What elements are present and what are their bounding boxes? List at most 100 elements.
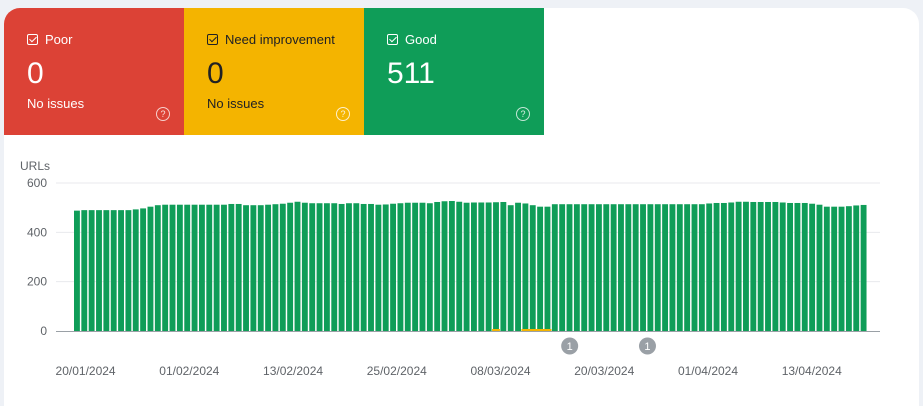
annotation-marker[interactable] (638, 337, 656, 355)
bar-good[interactable] (691, 204, 698, 331)
bar-good[interactable] (551, 204, 558, 331)
bar-good[interactable] (147, 206, 154, 331)
bar-good[interactable] (287, 202, 294, 331)
bar-good[interactable] (720, 202, 727, 331)
bar-good[interactable] (500, 201, 507, 331)
bar-good[interactable] (191, 204, 198, 331)
bar-good[interactable] (816, 204, 823, 331)
bar-good[interactable] (125, 210, 132, 331)
bar-good[interactable] (96, 210, 102, 331)
checkbox-checked-icon[interactable] (27, 34, 38, 45)
bar-need-improvement[interactable] (528, 329, 537, 331)
bar-good[interactable] (456, 201, 463, 331)
bar-good[interactable] (74, 210, 80, 331)
bar-good[interactable] (610, 204, 617, 331)
bar-good[interactable] (566, 204, 573, 331)
bar-good[interactable] (265, 204, 272, 331)
bar-good[interactable] (309, 203, 316, 331)
bar-good[interactable] (698, 204, 705, 331)
bar-good[interactable] (257, 205, 264, 331)
bar-good[interactable] (382, 204, 389, 331)
bar-good[interactable] (823, 206, 830, 331)
bar-good[interactable] (206, 204, 213, 331)
poor-filter[interactable]: Poor (27, 32, 72, 47)
bar-good[interactable] (581, 204, 588, 331)
bar-good[interactable] (750, 201, 757, 331)
good-tile[interactable]: Good 511 ? (364, 8, 544, 135)
bar-good[interactable] (426, 203, 433, 331)
bar-good[interactable] (735, 201, 742, 331)
bar-good[interactable] (632, 204, 639, 331)
bar-good[interactable] (368, 203, 374, 331)
bar-good[interactable] (213, 204, 220, 331)
bar-good[interactable] (654, 204, 661, 331)
bar-good[interactable] (728, 202, 735, 331)
poor-tile[interactable]: Poor 0 No issues ? (4, 8, 184, 135)
bar-good[interactable] (169, 204, 176, 331)
bar-good[interactable] (559, 204, 566, 331)
bar-need-improvement[interactable] (521, 329, 530, 331)
bar-good[interactable] (250, 205, 257, 331)
bar-good[interactable] (772, 201, 779, 331)
checkbox-checked-icon[interactable] (387, 34, 398, 45)
bar-good[interactable] (323, 203, 330, 331)
bar-good[interactable] (478, 202, 485, 331)
bar-need-improvement[interactable] (543, 329, 552, 331)
bar-good[interactable] (353, 203, 360, 331)
bar-good[interactable] (676, 204, 683, 331)
bar-good[interactable] (573, 204, 580, 331)
bar-good[interactable] (779, 202, 786, 331)
bar-good[interactable] (294, 201, 301, 331)
bar-good[interactable] (845, 206, 852, 331)
bar-good[interactable] (397, 203, 404, 331)
bar-good[interactable] (441, 201, 448, 331)
bar-good[interactable] (140, 208, 147, 331)
bar-good[interactable] (184, 204, 191, 331)
bar-good[interactable] (669, 204, 676, 331)
bar-good[interactable] (390, 203, 397, 331)
good-filter[interactable]: Good (387, 32, 437, 47)
bar-good[interactable] (88, 210, 95, 331)
bar-good[interactable] (221, 204, 227, 331)
bar-need-improvement[interactable] (492, 329, 500, 331)
bar-good[interactable] (838, 206, 845, 331)
bar-good[interactable] (801, 202, 808, 331)
bar-good[interactable] (853, 205, 860, 331)
bar-good[interactable] (706, 203, 713, 331)
bar-good[interactable] (118, 210, 124, 331)
bar-good[interactable] (81, 210, 88, 331)
bar-good[interactable] (618, 204, 624, 331)
bar-good[interactable] (713, 202, 720, 331)
bar-good[interactable] (279, 203, 286, 331)
bar-good[interactable] (471, 202, 477, 331)
bar-good[interactable] (537, 206, 544, 331)
bar-good[interactable] (522, 203, 529, 331)
bar-good[interactable] (794, 202, 801, 331)
bar-good[interactable] (485, 202, 492, 331)
bar-good[interactable] (316, 203, 323, 331)
bar-good[interactable] (434, 201, 441, 331)
bar-good[interactable] (603, 204, 610, 331)
bar-need-improvement[interactable] (536, 329, 545, 331)
bar-good[interactable] (765, 201, 771, 331)
bar-good[interactable] (103, 210, 110, 331)
bar-good[interactable] (346, 203, 352, 331)
bar-good[interactable] (640, 204, 646, 331)
bar-good[interactable] (662, 204, 669, 331)
bar-good[interactable] (243, 205, 249, 331)
bar-good[interactable] (647, 204, 654, 331)
bar-good[interactable] (228, 203, 235, 331)
bar-good[interactable] (235, 203, 242, 331)
bar-good[interactable] (743, 201, 749, 331)
need-improvement-tile[interactable]: Need improvement 0 No issues ? (184, 8, 364, 135)
checkbox-checked-icon[interactable] (207, 34, 218, 45)
bar-good[interactable] (588, 204, 595, 331)
bar-good[interactable] (360, 203, 367, 331)
bar-good[interactable] (162, 204, 169, 331)
annotation-marker[interactable] (561, 337, 579, 355)
bar-good[interactable] (507, 205, 514, 331)
bar-good[interactable] (860, 204, 867, 331)
bar-good[interactable] (419, 202, 426, 331)
bar-good[interactable] (338, 203, 345, 331)
bar-good[interactable] (463, 202, 470, 331)
